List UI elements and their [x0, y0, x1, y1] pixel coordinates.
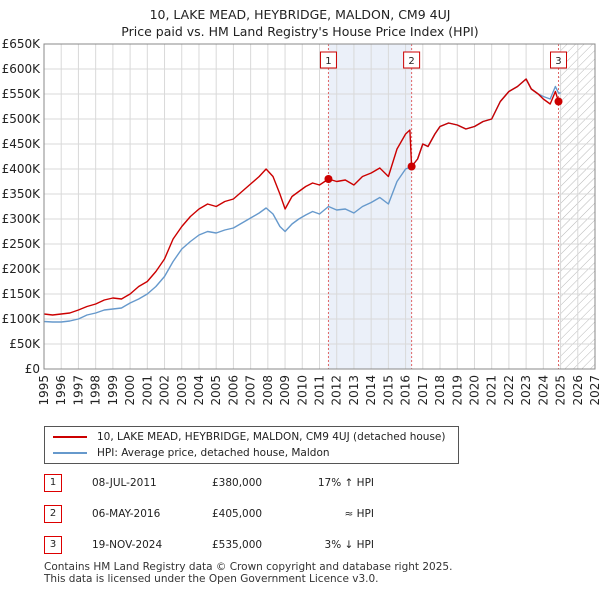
y-tick-label: £150K: [2, 287, 42, 301]
sale-row-1: 1 08-JUL-2011 £380,000 17% ↑ HPI: [44, 474, 374, 492]
legend-swatch-hpi: [53, 452, 87, 454]
x-tick-label: 2010: [295, 375, 309, 406]
x-tick-label: 2011: [313, 375, 327, 406]
x-tick-label: 1998: [89, 375, 103, 406]
legend-label-property: 10, LAKE MEAD, HEYBRIDGE, MALDON, CM9 4U…: [97, 431, 446, 443]
y-tick-label: £100K: [2, 312, 42, 326]
x-tick-label: 2006: [226, 375, 240, 406]
y-tick-label: £650K: [2, 37, 42, 51]
plot-frame: [43, 43, 596, 370]
x-tick-label: 2014: [364, 375, 378, 406]
x-tick-label: 2003: [175, 375, 189, 406]
y-tick-label: £350K: [2, 187, 42, 201]
y-tick-label: £300K: [2, 212, 42, 226]
y-tick-label: £250K: [2, 237, 42, 251]
x-tick-label: 2026: [571, 375, 585, 406]
x-tick-label: 2020: [467, 375, 481, 406]
footer: Contains HM Land Registry data © Crown c…: [44, 561, 452, 585]
sale-marker-1: [324, 175, 333, 183]
x-tick-label: 2007: [244, 375, 258, 406]
sale-row-2: 2 06-MAY-2016 £405,000 ≈ HPI: [44, 505, 374, 523]
x-tick-label: 2017: [416, 375, 430, 406]
x-tick-label: 1997: [71, 375, 85, 406]
legend: 10, LAKE MEAD, HEYBRIDGE, MALDON, CM9 4U…: [44, 426, 459, 464]
sale-date-2: 06-MAY-2016: [92, 508, 161, 520]
property-price-line: [44, 78, 561, 316]
price-chart: 1 2 3 £0 £50K £100K £150K £200K £250K £300K £350K…: [2, 37, 600, 406]
x-tick-label: 2002: [158, 375, 172, 406]
x-tick-label: 2015: [381, 375, 395, 406]
x-tick-label: 2013: [347, 375, 361, 406]
sale-badge-1: 1: [44, 474, 62, 492]
sale-delta-2: ≈ HPI: [344, 508, 374, 520]
sale-badge-2: 2: [44, 505, 62, 523]
y-tick-label: £50K: [9, 337, 41, 351]
sale-price-3: £535,000: [212, 539, 263, 551]
x-tick-label: 2027: [588, 375, 600, 406]
x-tick-label: 2008: [261, 375, 275, 406]
y-tick-label: £600K: [2, 62, 42, 76]
x-tick-label: 2018: [433, 375, 447, 406]
sale-marker-3: [554, 97, 563, 106]
x-tick-label: 2016: [399, 375, 413, 406]
y-tick-label: £500K: [2, 112, 42, 126]
y-tick-label: £0: [25, 362, 40, 376]
x-tick-label: 1995: [37, 375, 51, 406]
sale-delta-1: 17% ↑ HPI: [317, 477, 374, 489]
chart-title-line1: 10, LAKE MEAD, HEYBRIDGE, MALDON, CM9 4U…: [149, 7, 451, 22]
sale-badge-box-1: [319, 51, 337, 69]
x-tick-label: 2025: [554, 375, 568, 406]
y-tick-label: £550K: [2, 87, 42, 101]
legend-swatch-property: [53, 436, 87, 438]
x-tick-label: 2022: [502, 375, 516, 406]
sale-badge-label-2: 2: [408, 56, 414, 67]
sale-price-2: £405,000: [212, 508, 263, 520]
x-tick-label: 2024: [536, 375, 550, 406]
x-tick-label: 2023: [519, 375, 533, 406]
footer-line1: Contains HM Land Registry data © Crown c…: [44, 561, 453, 573]
sale-badge-label-1: 1: [325, 56, 331, 67]
chart-title: 10, LAKE MEAD, HEYBRIDGE, MALDON, CM9 4U…: [0, 6, 600, 40]
chart-title-line2: Price paid vs. HM Land Registry's House …: [121, 24, 479, 39]
sale-badge-3: 3: [44, 536, 62, 554]
y-tick-label: £200K: [2, 262, 42, 276]
sale-delta-3: 3% ↓ HPI: [324, 539, 374, 551]
x-tick-label: 1996: [54, 375, 68, 406]
legend-label-hpi: HPI: Average price, detached house, Mald…: [97, 447, 330, 459]
sale-price-1: £380,000: [212, 477, 263, 489]
sale-badge-box-2: [403, 51, 421, 69]
x-tick-label: 2009: [278, 375, 292, 406]
y-tick-label: £400K: [2, 162, 42, 176]
x-tick-label: 2001: [140, 375, 154, 406]
x-tick-label: 2005: [209, 375, 223, 406]
sale-date-3: 19-NOV-2024: [92, 539, 163, 551]
x-tick-label: 2004: [192, 375, 206, 406]
highlight-band: [328, 44, 412, 369]
x-tick-label: 2019: [450, 375, 464, 406]
sale-badge-box-3: [549, 51, 567, 69]
sale-badge-label-3: 3: [555, 56, 561, 67]
x-tick-label: 2012: [330, 375, 344, 406]
footer-line2: This data is licensed under the Open Gov…: [44, 573, 379, 585]
sale-date-1: 08-JUL-2011: [92, 477, 157, 489]
x-tick-label: 1999: [106, 375, 120, 406]
sale-marker-2: [407, 162, 416, 171]
x-tick-label: 2000: [123, 375, 137, 406]
x-tick-label: 2021: [485, 375, 499, 406]
future-hatch-region: [558, 44, 595, 369]
sale-row-3: 3 19-NOV-2024 £535,000 3% ↓ HPI: [44, 536, 374, 554]
y-tick-label: £450K: [2, 137, 42, 151]
